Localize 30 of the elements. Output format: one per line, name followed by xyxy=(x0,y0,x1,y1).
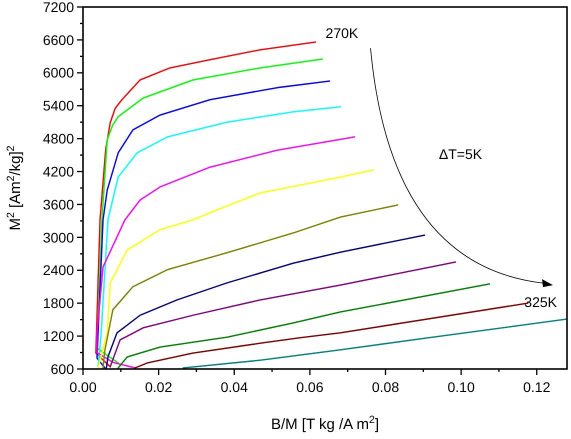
line-series xyxy=(110,261,456,368)
y-tick-label: 4800 xyxy=(42,130,74,147)
y-tick-label: 4200 xyxy=(42,163,74,180)
y-tick-label: 600 xyxy=(50,360,74,377)
y-tick-label: 2400 xyxy=(42,262,74,278)
x-tick-label: 0.02 xyxy=(145,379,172,395)
x-tick-label: 0.10 xyxy=(448,379,475,395)
x-tick-label: 0.06 xyxy=(296,379,324,395)
y-tick-label: 3600 xyxy=(42,196,74,212)
line-series xyxy=(106,234,426,369)
y-tick-label: 1200 xyxy=(42,328,74,344)
line-series xyxy=(182,318,567,369)
line-series xyxy=(102,204,398,369)
x-tick-label: 0.00 xyxy=(69,379,97,395)
y-tick-label: 1800 xyxy=(42,295,74,312)
annotation: 325K xyxy=(524,294,558,310)
annotation: ΔT=5K xyxy=(438,146,483,162)
x-axis-title: B/M [T kg /A m$^{2}$] xyxy=(270,414,380,433)
line-series xyxy=(117,283,490,369)
y-tick-label: 5400 xyxy=(42,98,74,114)
y-tick-label: 6600 xyxy=(42,32,74,48)
x-tick-label: 0.12 xyxy=(523,379,551,395)
line-series xyxy=(96,136,356,369)
x-tick-label: 0.08 xyxy=(372,379,400,395)
x-tick-label: 0.04 xyxy=(220,379,248,395)
annotation: 270K xyxy=(326,25,359,42)
line-series xyxy=(97,169,374,369)
y-tick-label: 3000 xyxy=(42,229,74,246)
y-tick-label: 7200 xyxy=(42,0,74,15)
y-tick-label: 6000 xyxy=(42,64,74,81)
